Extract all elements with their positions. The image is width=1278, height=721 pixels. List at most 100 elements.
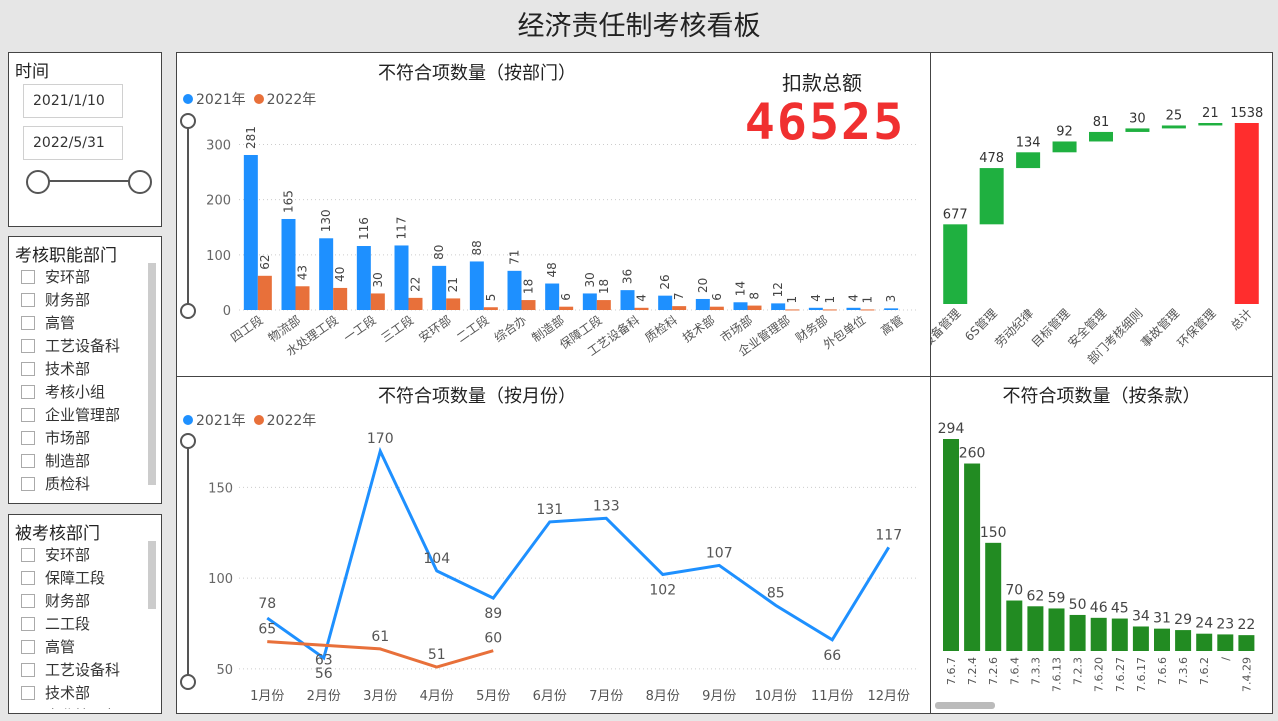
dept-slicer-item[interactable]: 安环部 xyxy=(21,265,146,288)
zoom-slider-handle[interactable] xyxy=(180,113,196,129)
bar-2021[interactable] xyxy=(733,302,748,310)
bar-2022[interactable] xyxy=(333,287,348,310)
bar-2021[interactable] xyxy=(281,218,296,310)
clause-bar[interactable] xyxy=(964,463,981,651)
bar-2022[interactable] xyxy=(521,300,536,310)
bar-2022[interactable] xyxy=(559,306,574,310)
checkbox[interactable] xyxy=(21,593,35,608)
clause-bar[interactable] xyxy=(985,542,1002,651)
bar-2022[interactable] xyxy=(634,307,649,310)
checkbox[interactable] xyxy=(21,639,35,654)
dept-slicer-scrollbar[interactable] xyxy=(148,263,156,485)
bar-2022[interactable] xyxy=(370,293,385,310)
clause-bar[interactable] xyxy=(1217,634,1234,651)
clause-bar[interactable] xyxy=(1196,633,1213,651)
bar-2021[interactable] xyxy=(394,245,409,310)
dept-slicer-item[interactable]: 质检科 xyxy=(21,472,146,495)
checkbox[interactable] xyxy=(21,430,35,445)
bar-2022[interactable] xyxy=(860,309,875,311)
waterfall-bar[interactable] xyxy=(1016,152,1041,169)
checkbox[interactable] xyxy=(21,662,35,677)
bar-2022[interactable] xyxy=(257,275,272,310)
dept-slicer-item[interactable]: 制造部 xyxy=(21,449,146,472)
assessed-slicer-item[interactable]: 安环部 xyxy=(21,543,146,566)
clause-bar[interactable] xyxy=(1006,600,1023,651)
clause-bar[interactable] xyxy=(1027,606,1044,651)
dept-slicer-item[interactable]: 综合办 xyxy=(21,495,146,499)
checkbox[interactable] xyxy=(21,338,35,353)
waterfall-bar[interactable] xyxy=(1089,131,1113,142)
checkbox[interactable] xyxy=(21,292,35,307)
bar-2021[interactable] xyxy=(620,290,635,310)
zoom-slider-handle[interactable] xyxy=(180,433,196,449)
assessed-slicer-item[interactable]: 高管 xyxy=(21,635,146,658)
horizontal-scrollbar[interactable] xyxy=(935,702,995,709)
checkbox[interactable] xyxy=(21,708,35,709)
date-range-start-handle[interactable] xyxy=(26,170,50,194)
clause-bar[interactable] xyxy=(1069,614,1086,651)
dept-slicer-item[interactable]: 高管 xyxy=(21,311,146,334)
bar-2022[interactable] xyxy=(596,300,611,310)
dept-slicer-item[interactable]: 企业管理部 xyxy=(21,403,146,426)
bar-2021[interactable] xyxy=(545,283,560,310)
date-range-end-handle[interactable] xyxy=(128,170,152,194)
clause-bar[interactable] xyxy=(1132,626,1149,651)
bar-2021[interactable] xyxy=(884,308,899,310)
clause-bar[interactable] xyxy=(1111,618,1128,651)
clause-bar[interactable] xyxy=(1238,635,1255,651)
bar-2021[interactable] xyxy=(507,270,522,310)
assessed-slicer-scrollbar[interactable] xyxy=(148,541,156,609)
waterfall-bar[interactable] xyxy=(1125,128,1150,132)
bar-2022[interactable] xyxy=(672,306,687,310)
clause-bar[interactable] xyxy=(1090,617,1107,651)
bar-2021[interactable] xyxy=(432,265,447,310)
bar-2021[interactable] xyxy=(695,298,710,310)
waterfall-bar[interactable] xyxy=(943,224,968,304)
dept-slicer-item[interactable]: 工艺设备科 xyxy=(21,334,146,357)
assessed-slicer-item[interactable]: 保障工段 xyxy=(21,566,146,589)
bar-2021[interactable] xyxy=(243,154,258,310)
assessed-slicer-item[interactable]: 二工段 xyxy=(21,612,146,635)
assessed-slicer-item[interactable]: 技术部 xyxy=(21,681,146,704)
waterfall-total-bar[interactable] xyxy=(1234,123,1259,304)
bar-2022[interactable] xyxy=(822,309,837,311)
checkbox[interactable] xyxy=(21,361,35,376)
bar-2021[interactable] xyxy=(658,295,673,310)
clause-bar[interactable] xyxy=(1175,630,1192,651)
bar-2021[interactable] xyxy=(319,238,334,310)
dept-slicer-item[interactable]: 财务部 xyxy=(21,288,146,311)
waterfall-bar[interactable] xyxy=(1198,123,1223,126)
checkbox[interactable] xyxy=(21,315,35,330)
clause-bar[interactable] xyxy=(1154,628,1170,651)
bar-2022[interactable] xyxy=(295,286,310,310)
checkbox[interactable] xyxy=(21,476,35,491)
checkbox[interactable] xyxy=(21,407,35,422)
zoom-slider-handle[interactable] xyxy=(180,674,196,690)
checkbox[interactable] xyxy=(21,384,35,399)
start-date-input[interactable]: 2021/1/10 xyxy=(23,84,123,118)
bar-2022[interactable] xyxy=(709,306,724,310)
checkbox[interactable] xyxy=(21,547,35,562)
bar-2022[interactable] xyxy=(483,307,498,310)
assessed-slicer-item[interactable]: 工艺设备科 xyxy=(21,658,146,681)
checkbox[interactable] xyxy=(21,453,35,468)
bar-2021[interactable] xyxy=(808,307,823,310)
bar-2021[interactable] xyxy=(356,246,371,310)
zoom-slider-handle[interactable] xyxy=(180,303,196,319)
checkbox[interactable] xyxy=(21,269,35,284)
bar-2021[interactable] xyxy=(469,261,484,310)
dept-slicer-item[interactable]: 考核小组 xyxy=(21,380,146,403)
clause-bar[interactable] xyxy=(943,439,959,651)
waterfall-bar[interactable] xyxy=(1052,141,1077,153)
checkbox[interactable] xyxy=(21,570,35,585)
checkbox[interactable] xyxy=(21,616,35,631)
end-date-input[interactable]: 2022/5/31 xyxy=(23,126,123,160)
assessed-slicer-item[interactable]: 财务部 xyxy=(21,589,146,612)
assessed-slicer-item[interactable]: 企业管理部 xyxy=(21,704,146,709)
bar-2022[interactable] xyxy=(785,309,800,311)
waterfall-bar[interactable] xyxy=(979,168,1004,225)
bar-2022[interactable] xyxy=(446,298,461,310)
dept-slicer-item[interactable]: 市场部 xyxy=(21,426,146,449)
bar-2022[interactable] xyxy=(747,305,762,310)
bar-2022[interactable] xyxy=(408,297,423,310)
